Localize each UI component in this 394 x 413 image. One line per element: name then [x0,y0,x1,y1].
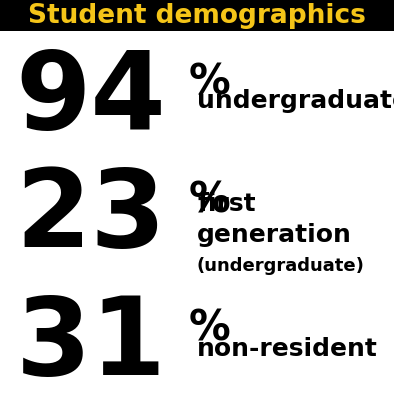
Text: first: first [197,192,256,216]
Text: 31: 31 [16,292,167,398]
Text: generation: generation [197,223,352,247]
Text: 23: 23 [16,164,167,270]
Text: (undergraduate): (undergraduate) [197,257,365,275]
Bar [0,0,394,31]
Text: %: % [189,179,231,221]
Text: %: % [189,62,231,104]
Text: 94: 94 [16,46,167,152]
Text: non-resident: non-resident [197,337,378,361]
Text: undergraduate: undergraduate [197,89,394,113]
Text: %: % [189,307,231,349]
Text: Student demographics: Student demographics [28,3,366,28]
